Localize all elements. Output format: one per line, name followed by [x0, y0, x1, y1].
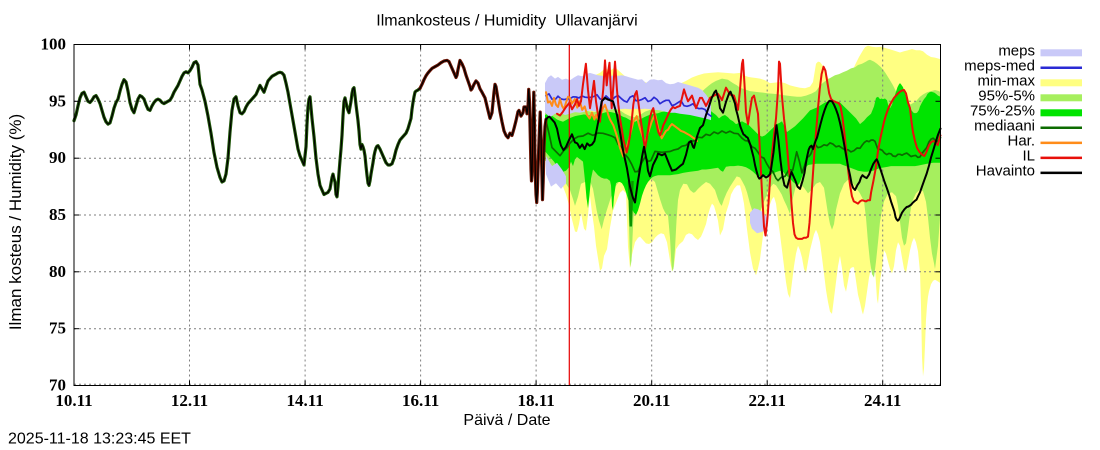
svg-text:95%-5%: 95%-5%	[978, 88, 1035, 105]
svg-text:16.11: 16.11	[402, 391, 439, 410]
svg-text:75%-25%: 75%-25%	[970, 103, 1035, 120]
svg-text:min-max: min-max	[977, 73, 1035, 90]
svg-text:Ilmankosteus / Humidity Ullav: Ilmankosteus / Humidity Ullavanjärvi	[376, 13, 637, 30]
svg-text:75: 75	[49, 319, 66, 338]
svg-text:90: 90	[49, 148, 66, 167]
svg-text:Ilman kosteus / Humidity (%): Ilman kosteus / Humidity (%)	[6, 114, 25, 330]
svg-text:80: 80	[49, 262, 66, 281]
svg-text:22.11: 22.11	[749, 391, 786, 410]
svg-text:meps: meps	[998, 43, 1035, 60]
svg-text:18.11: 18.11	[517, 391, 554, 410]
svg-text:10.11: 10.11	[55, 391, 92, 410]
svg-text:Päivä / Date: Päivä / Date	[463, 412, 550, 429]
svg-text:IL: IL	[1022, 148, 1035, 165]
svg-text:12.11: 12.11	[171, 391, 208, 410]
svg-text:Havainto: Havainto	[976, 163, 1035, 180]
svg-text:85: 85	[49, 205, 66, 224]
svg-text:100: 100	[41, 35, 67, 54]
svg-text:meps-med: meps-med	[964, 58, 1035, 75]
svg-text:70: 70	[49, 376, 66, 395]
svg-text:14.11: 14.11	[286, 391, 323, 410]
svg-text:24.11: 24.11	[864, 391, 901, 410]
svg-text:mediaani: mediaani	[974, 118, 1035, 135]
svg-text:2025-11-18 13:23:45 EET: 2025-11-18 13:23:45 EET	[8, 431, 191, 448]
svg-text:95: 95	[49, 91, 66, 110]
svg-text:20.11: 20.11	[633, 391, 670, 410]
svg-text:Har.: Har.	[1007, 133, 1035, 150]
